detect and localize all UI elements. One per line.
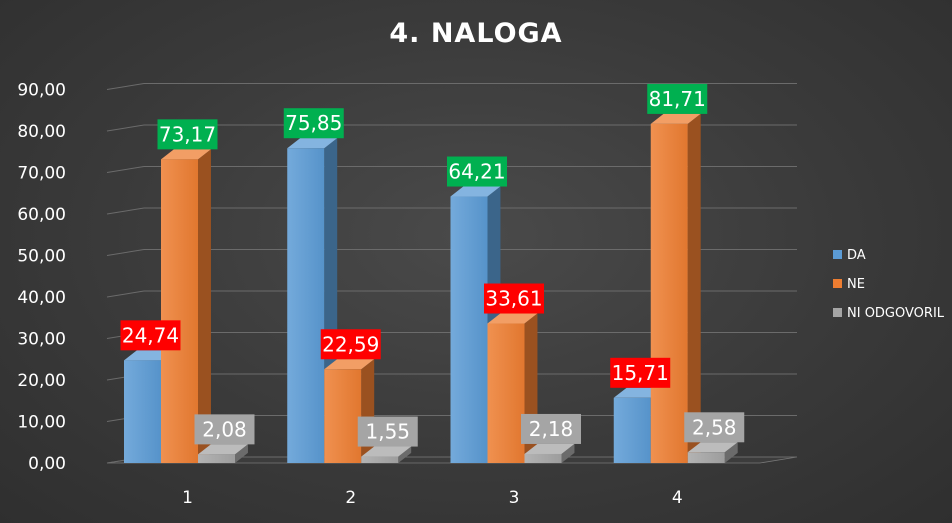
- bar-ni-odgovoril-1: [198, 444, 248, 463]
- bar-ni-odgovoril-2: [361, 446, 412, 463]
- y-tick-label: 0,00: [28, 454, 66, 474]
- bar-ne-4: [650, 113, 701, 463]
- data-label: 2,08: [194, 414, 255, 445]
- x-axis-category-labels: 1 2 3 4: [182, 488, 683, 508]
- data-label: 64,21: [447, 156, 507, 187]
- gridline: [106, 249, 797, 256]
- gridline: [106, 207, 797, 215]
- y-tick-label: 10,00: [17, 413, 66, 433]
- y-axis-tick-labels: 0,00 10,00 20,00 30,00 40,00 50,00 60,00 70,00 8…: [17, 81, 66, 475]
- svg-text:15,71: 15,71: [612, 361, 669, 385]
- data-label: 15,71: [610, 357, 671, 388]
- svg-text:22,59: 22,59: [322, 332, 379, 356]
- data-labels: 24,74 73,17 2,08 75,85 22,59 1,55 64,21 33,61 2,…: [120, 83, 745, 447]
- gridline: [106, 166, 797, 173]
- svg-text:2,58: 2,58: [692, 415, 737, 439]
- data-label: 81,71: [647, 83, 708, 114]
- data-label: 2,58: [684, 412, 745, 443]
- legend-swatch: [833, 308, 842, 317]
- bar-ne-1: [161, 149, 211, 464]
- legend: DA NE NI ODGOVORIL: [833, 248, 945, 321]
- data-label: 1,55: [357, 416, 418, 447]
- y-tick-label: 40,00: [17, 288, 66, 308]
- data-label: 33,61: [484, 283, 544, 314]
- svg-text:2,08: 2,08: [202, 417, 247, 441]
- legend-item: DA: [833, 248, 866, 263]
- svg-text:75,85: 75,85: [285, 111, 342, 135]
- legend-item: NE: [833, 277, 865, 292]
- svg-text:81,71: 81,71: [649, 87, 706, 111]
- bar-ni-odgovoril-3: [524, 443, 575, 463]
- y-tick-label: 60,00: [17, 205, 66, 225]
- chart-title: 4. NALOGA: [389, 18, 562, 49]
- y-tick-label: 70,00: [17, 164, 66, 184]
- x-category-label: 1: [182, 488, 193, 508]
- legend-swatch: [833, 279, 842, 288]
- x-category-label: 3: [509, 488, 520, 508]
- y-tick-label: 90,00: [17, 81, 66, 101]
- svg-text:73,17: 73,17: [159, 122, 216, 146]
- gridline: [106, 83, 797, 90]
- legend-item: NI ODGOVORIL: [833, 306, 945, 321]
- svg-text:2,18: 2,18: [529, 417, 574, 441]
- gridline: [106, 290, 797, 298]
- legend-label: NI ODGOVORIL: [847, 306, 945, 321]
- y-tick-label: 30,00: [17, 330, 66, 350]
- data-label: 73,17: [157, 119, 218, 150]
- x-category-label: 4: [672, 488, 683, 508]
- data-label: 75,85: [283, 108, 344, 139]
- svg-text:64,21: 64,21: [448, 160, 505, 184]
- bars: [124, 113, 738, 464]
- svg-text:24,74: 24,74: [122, 323, 179, 347]
- svg-text:33,61: 33,61: [485, 287, 542, 311]
- legend-swatch: [833, 250, 842, 259]
- data-label: 24,74: [120, 320, 181, 351]
- x-category-label: 2: [345, 488, 356, 508]
- svg-text:1,55: 1,55: [365, 420, 410, 444]
- bar-ni-odgovoril-4: [687, 442, 738, 463]
- data-label: 2,18: [521, 413, 581, 444]
- gridline: [106, 124, 797, 132]
- data-label: 22,59: [320, 329, 381, 360]
- y-tick-label: 20,00: [17, 371, 66, 391]
- legend-label: NE: [847, 277, 865, 292]
- bar-ne-2: [324, 359, 375, 463]
- y-tick-label: 50,00: [17, 247, 66, 267]
- y-tick-label: 80,00: [17, 122, 66, 142]
- legend-label: DA: [847, 248, 866, 263]
